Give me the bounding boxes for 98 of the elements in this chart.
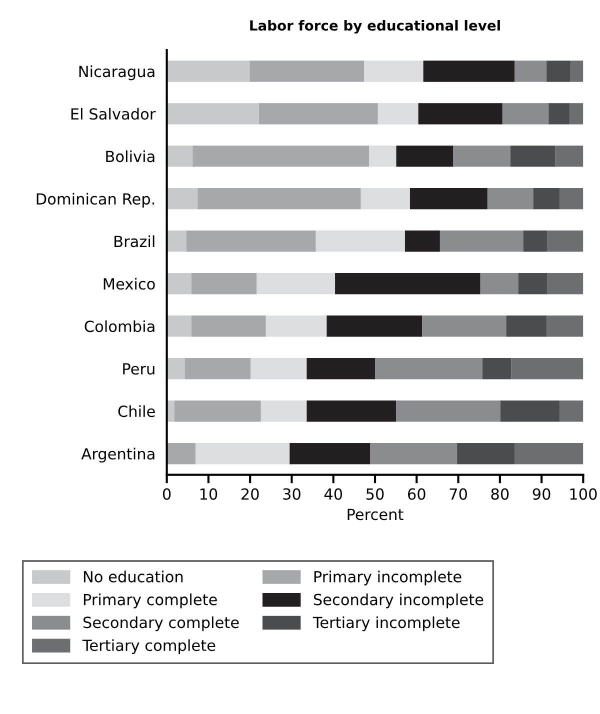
x-tick-label: 80 bbox=[491, 488, 509, 500]
bar bbox=[523, 230, 548, 252]
legend-label: Secondary complete bbox=[83, 616, 239, 632]
bar bbox=[547, 273, 584, 294]
bar bbox=[306, 358, 375, 380]
bar bbox=[166, 358, 185, 380]
bar bbox=[500, 400, 560, 422]
y-tick-label: Brazil bbox=[114, 235, 154, 248]
y-tick-label: Colombia bbox=[84, 320, 154, 332]
bar bbox=[290, 442, 370, 464]
bar bbox=[191, 316, 266, 337]
bar bbox=[518, 273, 548, 294]
bar bbox=[548, 103, 570, 124]
legend-label: Tertiary incomplete bbox=[312, 616, 460, 632]
bar bbox=[184, 358, 250, 380]
legend-label: Tertiary complete bbox=[82, 639, 216, 654]
bar bbox=[514, 60, 547, 82]
bar bbox=[266, 316, 327, 337]
y-tick-label: Argentina bbox=[81, 448, 154, 463]
x-tick-label: 100 bbox=[570, 488, 597, 500]
legend-label: No education bbox=[84, 570, 183, 582]
x-tick-label: 20 bbox=[241, 488, 259, 500]
y-tick-label: Peru bbox=[123, 363, 154, 375]
bar bbox=[326, 316, 422, 337]
y-tick-label: El Salvador bbox=[71, 108, 156, 120]
bar bbox=[166, 103, 259, 124]
bar bbox=[423, 60, 514, 82]
x-tick-label: 50 bbox=[366, 488, 384, 500]
bar bbox=[258, 103, 378, 124]
x-tick-label: 60 bbox=[408, 488, 426, 500]
legend-label: Primary complete bbox=[84, 594, 217, 608]
bar bbox=[250, 358, 307, 380]
y-tick-label: Dominican Rep. bbox=[36, 192, 154, 208]
bar bbox=[166, 146, 193, 167]
bar bbox=[166, 273, 192, 294]
bar bbox=[570, 60, 584, 82]
bar bbox=[196, 442, 290, 464]
bar bbox=[457, 442, 514, 464]
legend-label: Primary incomplete bbox=[314, 570, 462, 586]
bar bbox=[569, 103, 584, 124]
legend-label: Secondary incomplete bbox=[314, 594, 484, 608]
bar bbox=[306, 400, 396, 422]
bar bbox=[482, 358, 512, 380]
bar bbox=[166, 316, 192, 337]
bar bbox=[369, 146, 396, 167]
y-tick-label: Bolivia bbox=[106, 150, 154, 162]
bar bbox=[192, 146, 370, 167]
bar bbox=[440, 230, 524, 252]
x-tick-label: 0 bbox=[162, 488, 171, 500]
bar bbox=[487, 188, 534, 210]
bar bbox=[418, 103, 502, 124]
y-tick-label: Nicaragua bbox=[79, 65, 154, 80]
x-axis-title: Percent bbox=[348, 508, 404, 520]
x-tick-label: 90 bbox=[532, 488, 550, 500]
bar bbox=[166, 60, 250, 82]
bar bbox=[546, 60, 571, 82]
bar bbox=[422, 316, 506, 337]
bar bbox=[166, 188, 198, 210]
bar bbox=[396, 146, 454, 167]
bar bbox=[502, 103, 549, 124]
bar bbox=[335, 273, 480, 294]
bar bbox=[396, 400, 500, 422]
bar bbox=[198, 188, 361, 210]
bar bbox=[174, 400, 261, 422]
bar bbox=[378, 103, 418, 124]
bar bbox=[559, 188, 584, 210]
y-tick-label: Chile bbox=[118, 405, 155, 418]
x-tick-label: 40 bbox=[324, 488, 342, 500]
bar bbox=[533, 188, 560, 210]
bar bbox=[260, 400, 307, 422]
bar bbox=[559, 400, 584, 422]
x-tick-label: 30 bbox=[283, 488, 300, 500]
bar bbox=[316, 230, 405, 252]
bar bbox=[480, 273, 518, 294]
x-tick-label: 70 bbox=[450, 488, 467, 500]
bar bbox=[375, 358, 482, 380]
bar bbox=[506, 316, 547, 337]
bar bbox=[250, 60, 364, 82]
bar bbox=[546, 316, 584, 337]
bar bbox=[514, 442, 584, 464]
bar bbox=[186, 230, 316, 252]
bar bbox=[404, 230, 440, 252]
bar bbox=[166, 442, 196, 464]
bar bbox=[360, 188, 410, 210]
bar bbox=[453, 146, 510, 167]
bar bbox=[511, 358, 584, 380]
x-tick-label: 10 bbox=[200, 488, 218, 500]
bar bbox=[370, 442, 458, 464]
bar bbox=[364, 60, 424, 82]
bar bbox=[256, 273, 336, 294]
bar bbox=[166, 230, 186, 252]
bar bbox=[410, 188, 488, 210]
bar bbox=[191, 273, 257, 294]
bar bbox=[547, 230, 584, 252]
y-tick-label: Mexico bbox=[104, 278, 155, 290]
chart-title: Labor force by educational level bbox=[250, 20, 500, 34]
bar bbox=[555, 146, 584, 167]
bar bbox=[510, 146, 556, 167]
